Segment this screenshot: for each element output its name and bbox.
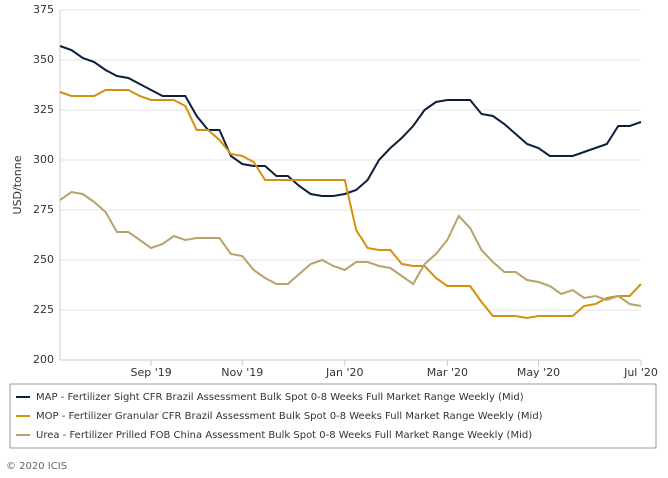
x-tick-label: Jul '20 — [623, 366, 658, 379]
legend: MAP - Fertilizer Sight CFR Brazil Assess… — [16, 392, 543, 441]
y-tick-label: 300 — [33, 153, 54, 166]
x-tick-label: Jan '20 — [325, 366, 363, 379]
x-tick-label: Mar '20 — [427, 366, 468, 379]
y-tick-label: 275 — [33, 203, 54, 216]
legend-frame — [9, 383, 657, 449]
x-tick-label: Nov '19 — [221, 366, 263, 379]
legend-label: Urea - Fertilizer Prilled FOB China Asse… — [36, 430, 532, 441]
y-tick-label: 375 — [33, 3, 54, 16]
line-series — [59, 190, 642, 307]
x-tick-label: May '20 — [517, 366, 560, 379]
y-tick-label: 225 — [33, 303, 54, 316]
line-series — [59, 89, 642, 320]
y-tick-label: 250 — [33, 253, 54, 266]
y-tick-label: 200 — [33, 353, 54, 366]
x-tick-label: Sep '19 — [131, 366, 172, 379]
y-tick-label: 325 — [33, 103, 54, 116]
copyright: © 2020 ICIS — [6, 461, 67, 472]
line-series — [59, 45, 642, 197]
legend-label: MAP - Fertilizer Sight CFR Brazil Assess… — [36, 392, 524, 403]
y-tick-label: 350 — [33, 53, 54, 66]
legend-label: MOP - Fertilizer Granular CFR Brazil Ass… — [36, 411, 543, 422]
y-axis-label: USD/tonne — [11, 155, 24, 214]
